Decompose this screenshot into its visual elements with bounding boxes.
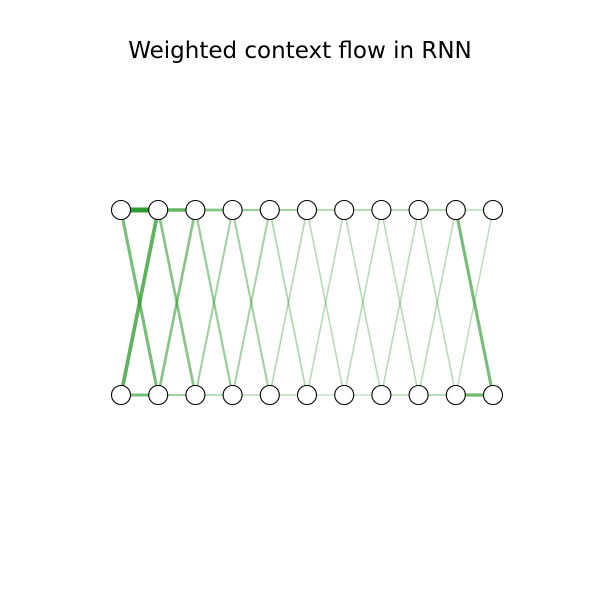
edge-top6-bottom7 [343,209,383,396]
edge-top5-bottom4 [268,209,308,396]
top-node-7 [371,199,392,221]
bottom-node-8 [408,384,429,406]
top-node-10 [482,199,504,221]
bottom-node-4 [259,384,280,406]
bottom-node-10 [482,384,504,406]
bottom-node-7 [371,384,392,406]
top-node-8 [408,199,429,221]
top-node-5 [296,199,318,221]
edges-layer [118,207,495,397]
bottom-node-6 [334,384,355,406]
edge-top7-bottom6 [343,209,383,396]
edge-top1-bottom0 [119,208,161,397]
top-node-4 [259,199,280,221]
edge-top7-bottom8 [380,209,420,396]
edge-top6-bottom5 [306,209,345,396]
edge-top3-bottom4 [231,208,271,397]
bottom-node-1 [148,384,169,406]
nodes-layer [110,199,504,406]
top-node-2 [185,199,206,221]
edge-top2-bottom3 [194,208,234,397]
edge-top5-bottom6 [306,209,345,396]
bottom-node-0 [110,384,132,406]
edge-top8-bottom9 [417,209,457,396]
top-node-0 [110,199,132,221]
top-node-3 [222,199,243,221]
edge-top9-bottom8 [417,209,457,396]
bottom-node-3 [222,384,243,406]
bottom-node-5 [296,384,318,406]
edge-top9-bottom10 [454,208,495,397]
top-node-1 [148,199,169,221]
edge-top3-bottom2 [194,208,234,397]
edge-top4-bottom3 [231,209,271,396]
bottom-node-2 [185,384,206,406]
edge-top8-bottom7 [380,209,420,396]
top-node-6 [334,199,355,221]
top-node-9 [445,199,466,221]
diagram-title: Weighted context flow in RNN [128,38,472,64]
edge-top4-bottom5 [268,209,308,396]
edge-top10-bottom9 [455,209,494,396]
bottom-node-9 [445,384,466,406]
edge-top2-bottom1 [156,208,197,397]
